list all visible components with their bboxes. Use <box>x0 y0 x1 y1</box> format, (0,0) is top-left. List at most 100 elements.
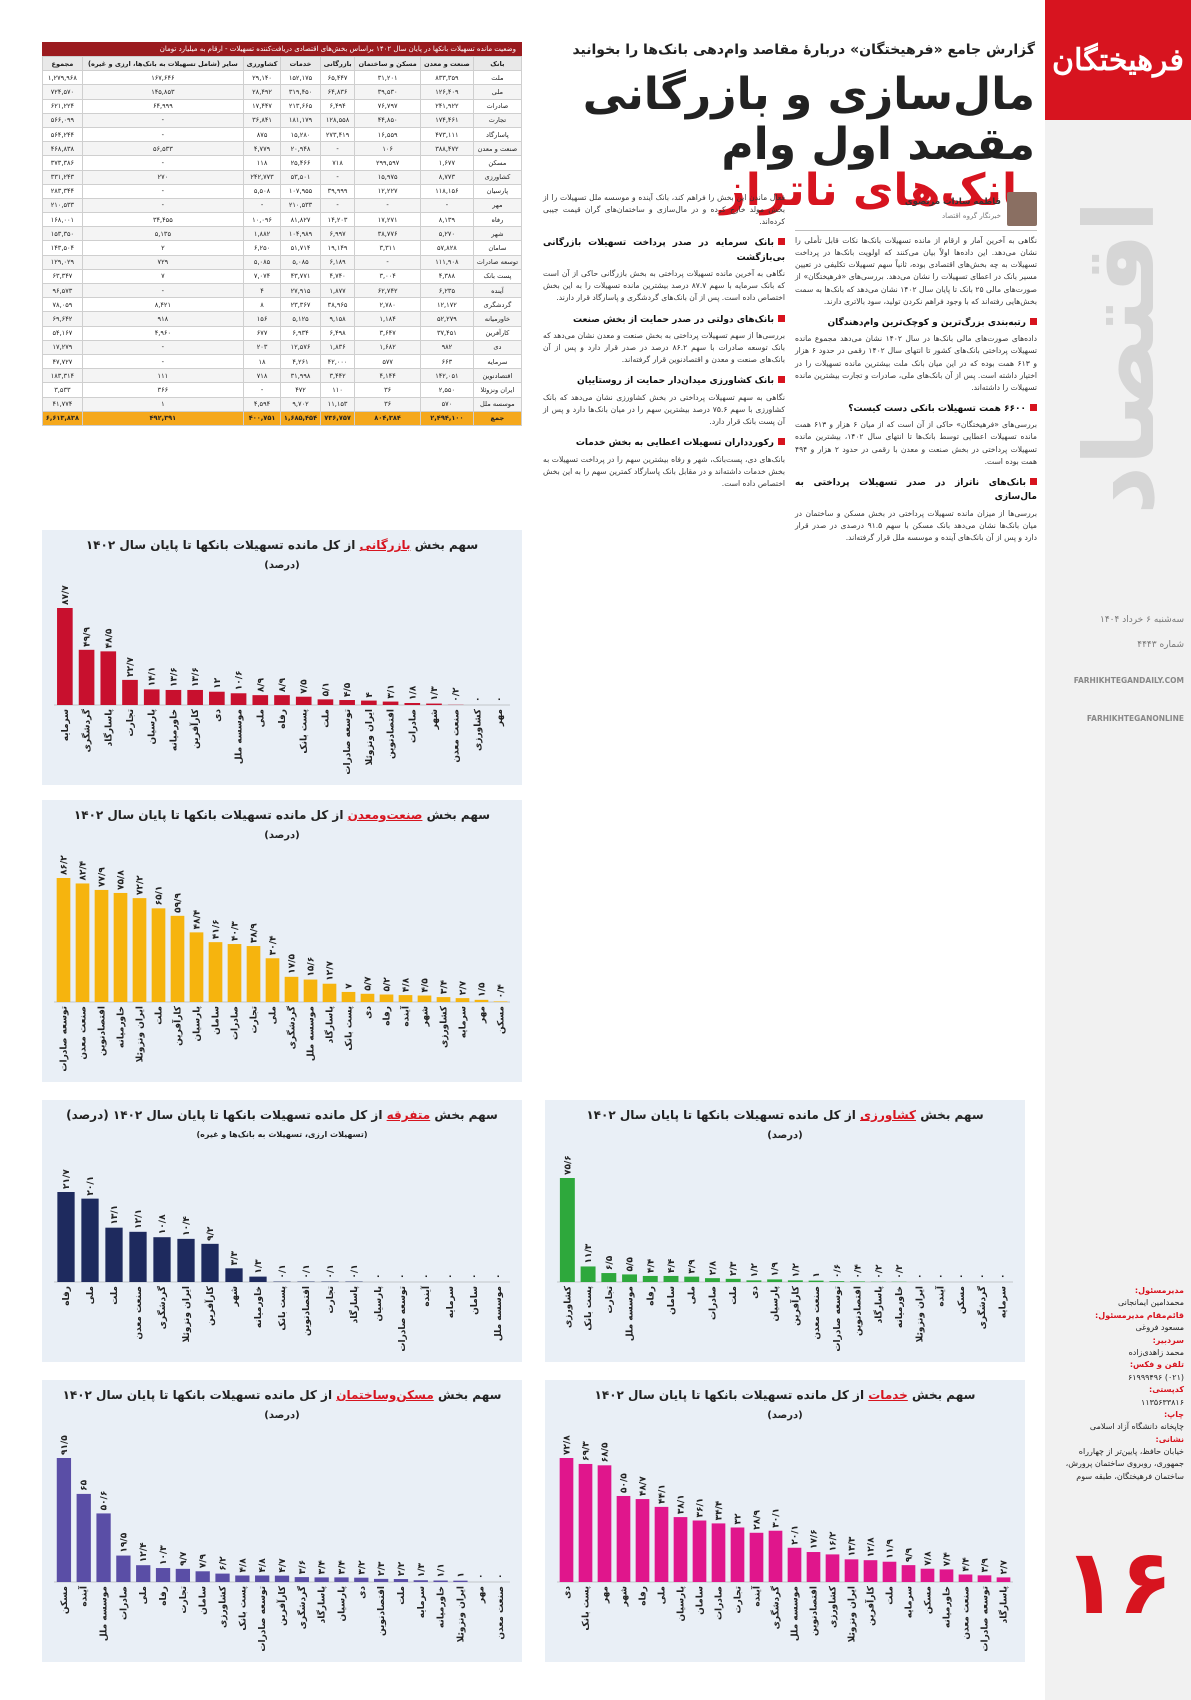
chart-subtitle: (درصد) <box>767 1130 803 1141</box>
value-label: ۵/۱ <box>321 682 331 696</box>
value-label: ۸۶/۲ <box>60 855 70 875</box>
table-cell: ۱,۶۸۵,۴۵۴ <box>280 410 321 426</box>
bar <box>559 1178 575 1282</box>
value-label: ۳/۴ <box>318 1560 328 1575</box>
bar <box>436 997 451 1002</box>
value-label: ۰ <box>374 1274 384 1280</box>
x-tick-label: توسعه صادرات <box>981 1586 991 1652</box>
x-tick-label: پاسارگاد <box>102 709 114 746</box>
table-cell: ۹۱۸ <box>81 311 244 327</box>
table-cell: خاورمیانه <box>472 311 523 327</box>
table-cell: ۵۲,۲۷۹ <box>420 311 474 327</box>
bar <box>57 608 73 705</box>
table-row: دی ۹۸۲ ۱,۶۸۲ ۱,۸۳۶ ۱۲,۵۷۶ ۲۰۳-۱۷,۲۷۹ <box>42 339 523 355</box>
value-label: ۱/۳ <box>417 1562 427 1577</box>
x-tick-label: سرمایه <box>446 1286 456 1318</box>
bar <box>215 1573 230 1582</box>
x-tick-label: دی <box>563 1586 573 1599</box>
bar <box>825 1554 840 1582</box>
table-cell: رفاه <box>472 212 523 228</box>
x-tick-label: رفاه <box>159 1586 169 1606</box>
x-tick-label: ملی <box>86 1286 96 1304</box>
table-cell: ۲۱۰,۵۳۳ <box>280 197 321 214</box>
table-cell: ۲۴۲,۷۷۳ <box>242 169 282 185</box>
bar <box>322 983 337 1002</box>
chart: ۲۱/۷ رفاه ۲۰/۱ ملی ۱۳/۱ ملت ۱۲/۱ صنعت معدن ۱۰/۸ گ… <box>42 1100 522 1362</box>
bar <box>113 892 128 1002</box>
headline-part: مقصد اول وام <box>721 119 1035 170</box>
table-cell: ۴۶۸,۸۳۸ <box>42 141 83 157</box>
x-tick-label: رفاه <box>62 1286 72 1306</box>
value-label: ۲۸/۹ <box>753 1510 763 1530</box>
table-row: کارآفرین ۳۷,۴۵۱ ۳,۶۴۷ ۶,۴۹۸ ۶,۹۳۴ ۶۷۷ ۴,۹۶۰ ۵۴,… <box>42 325 523 341</box>
table-row: کشاورزی ۸,۷۷۳ ۱۵,۹۷۵-۵۳,۵۰۱ ۲۴۲,۷۷۳ ۲۷۰ ۳۳۱,۲… <box>42 169 523 185</box>
bar <box>249 1276 267 1282</box>
value-label: ۱۰/۶ <box>235 670 245 690</box>
article-column: فاطمه سادات مرتضوی خبرنگار گروه اقتصاد نگ… <box>795 192 1037 548</box>
value-label: ۸۲/۴ <box>79 860 89 880</box>
table-cell: ۶۹,۶۴۲ <box>42 311 83 327</box>
bar <box>143 689 160 705</box>
table-row: رفاه ۸,۱۳۹ ۱۷,۲۷۱ ۱۴,۲۰۳ ۸۱,۸۲۷ ۱۰,۰۹۶ ۳۴,۴۵۵ ۱… <box>42 212 523 228</box>
title-part: سهم بخش <box>434 1108 498 1122</box>
table-cell: ۶۵,۴۴۷ <box>319 70 356 86</box>
bar <box>105 1227 123 1282</box>
chart: ۷۵/۶ کشاورزی ۱۱/۳ پست بانک ۶/۵ تجارت ۵/۵ موسسه … <box>545 1100 1025 1362</box>
bar <box>844 1559 859 1582</box>
value-label: ۱۰/۳ <box>159 1545 169 1565</box>
value-label: ۷/۵ <box>300 679 310 694</box>
title-highlight: متفرقه <box>386 1108 431 1122</box>
value-label: ۷/۴ <box>943 1552 953 1567</box>
table-cell: ۴۳,۷۷۱ <box>280 268 321 285</box>
value-label: ۴۸/۵ <box>104 628 114 648</box>
value-label: ۹/۹ <box>905 1547 915 1562</box>
table-cell: ۳,۵۳۳ <box>42 382 83 398</box>
x-tick-label: کارآفرین <box>789 1285 801 1326</box>
table-cell: ملت <box>472 70 523 86</box>
table-cell: ۶۳,۳۴۷ <box>42 268 83 285</box>
table-cell: ۱۰۶ <box>354 141 421 157</box>
table-title: وضعیت مانده تسهیلات بانکها در پایان سال … <box>42 42 522 56</box>
staff-role: تلفن و فکس: <box>1129 1360 1184 1370</box>
table-row: ملت ۸۳۳,۳۵۹ ۳۱,۲۰۱ ۶۵,۴۴۷ ۱۵۲,۱۷۵ ۲۹,۱۴۰ ۱۶۷,۶… <box>42 70 523 86</box>
bar <box>453 1580 468 1582</box>
title-part: سهم بخش <box>437 1388 502 1402</box>
bar <box>132 898 147 1002</box>
staff-name: مسعود فروغی <box>1135 1323 1184 1333</box>
value-label: ۷۲/۲ <box>136 875 146 895</box>
bar <box>94 889 109 1002</box>
title-part: سهم بخش <box>426 808 491 822</box>
chart-title: سهم بخش کشاورزی از کل مانده تسهیلات بانک… <box>545 1108 1025 1122</box>
table-row: پست بانک ۴,۳۸۸ ۳,۰۰۴ ۴,۷۴۰ ۴۳,۷۷۱ ۷,۰۷۴ ۷ ۶۳,۳۴… <box>42 268 523 285</box>
x-tick-label: ملت <box>321 709 331 728</box>
table-cell: ۱۱۸ <box>242 155 282 171</box>
x-tick-label: گردشگری <box>976 1285 988 1329</box>
staff-box: مدیرمسئول: محمدامین ایمانجانی قائم‌مقام مد… <box>1052 1285 1184 1483</box>
table-cell: ۱۶۷,۶۴۶ <box>81 70 244 86</box>
table-cell: ۲ <box>81 240 244 256</box>
table-cell: ۶۴,۸۳۶ <box>319 84 356 100</box>
table-cell: ۲۷۰ <box>81 169 244 185</box>
table-cell: ۱۱۱ <box>81 368 244 384</box>
staff-role: کدپستی: <box>1149 1385 1184 1395</box>
value-label: ۰ <box>999 1274 1009 1280</box>
table-row: جمع ۲,۴۹۴,۱۰۰ ۸۰۴,۳۸۴ ۷۳۶,۷۵۷ ۱,۶۸۵,۴۵۴ ۴۰۰,۷… <box>42 410 523 426</box>
value-label: ۰/۱ <box>278 1264 288 1278</box>
x-tick-label: پارسیان <box>374 1286 384 1322</box>
x-tick-label: صنعت معدن <box>962 1586 972 1640</box>
bar <box>175 1568 191 1582</box>
x-tick-label: سرمایه <box>61 709 71 741</box>
table-cell: ۲۱۳,۶۶۵ <box>280 98 321 114</box>
x-tick-label: گردشگری <box>296 1585 308 1629</box>
value-label: ۱۶/۲ <box>829 1531 839 1551</box>
value-label: ۱/۱ <box>437 1563 447 1577</box>
table-row: توسعه صادرات ۱۱۱,۹۰۸-۶,۱۸۹ ۵,۰۸۵ ۵,۰۸۵ ۷۲۹ ۱۲… <box>42 254 523 270</box>
bar <box>663 1275 679 1282</box>
value-label: ۳/۹ <box>688 1259 698 1274</box>
chart-title: سهم بخش صنعت‌ومعدن از کل مانده تسهیلات ب… <box>42 808 522 822</box>
chart: ۹۱/۵ مسکن ۶۵ آینده ۵۰/۶ موسسه ملل ۱۹/۵ صادرات ۱۲… <box>42 1380 522 1662</box>
table-cell: ۳۴,۴۵۵ <box>81 212 244 228</box>
table-cell: ۵۶,۵۳۳ <box>81 141 244 157</box>
table-cell: سامان <box>472 240 523 256</box>
chart-plot: ۷۲/۸ دی ۶۹/۳ پست بانک ۶۸/۵ مهر ۵۰/۵ شهر ۴۸/۷ رفاه… <box>557 1435 1013 1652</box>
